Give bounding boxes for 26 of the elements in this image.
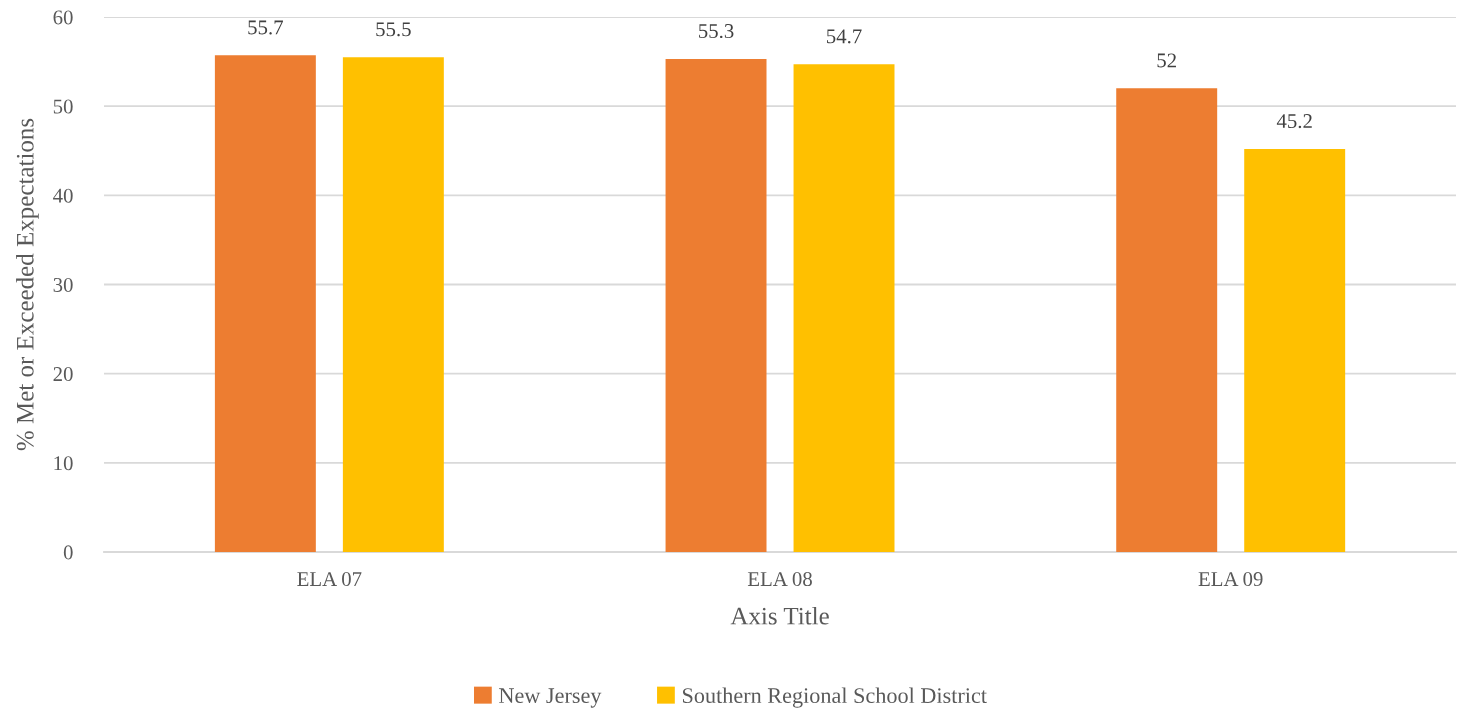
bar <box>1116 88 1218 552</box>
x-tick-label: ELA 07 <box>297 572 362 587</box>
legend-label: Southern Regional School District <box>682 687 987 708</box>
y-tick-label: 30 <box>53 277 73 292</box>
data-label: 54.7 <box>827 29 862 44</box>
bar <box>793 64 895 552</box>
y-tick-label: 60 <box>53 10 73 25</box>
x-tick-label: ELA 09 <box>1198 572 1263 587</box>
y-tick-label: 50 <box>53 99 73 114</box>
data-label: 55.7 <box>248 20 283 35</box>
bar <box>1244 148 1346 552</box>
y-tick-label: 0 <box>63 545 73 560</box>
bar <box>665 58 767 552</box>
legend-label: New Jersey <box>499 688 602 708</box>
x-tick-label: ELA 08 <box>747 572 812 587</box>
bar <box>342 57 444 552</box>
y-axis-title: % Met or Exceeded Expectations <box>16 118 39 451</box>
data-label: 55.3 <box>699 24 734 39</box>
x-axis-title: Axis Title <box>730 607 829 625</box>
y-tick-label: 40 <box>53 188 73 203</box>
bar <box>214 55 316 552</box>
y-tick-label: 10 <box>54 456 73 471</box>
data-label: 55.5 <box>376 22 411 37</box>
data-label: 45.2 <box>1276 114 1312 129</box>
data-label: 52 <box>1157 53 1176 68</box>
y-tick-label: 20 <box>53 367 73 382</box>
